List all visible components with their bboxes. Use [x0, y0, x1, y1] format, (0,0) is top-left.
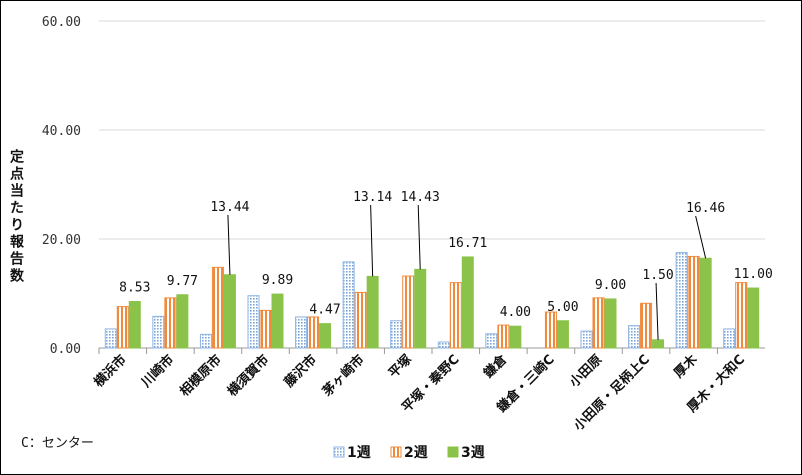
bar-2週: [592, 297, 605, 349]
data-label: 5.00: [547, 300, 578, 315]
bar-1週: [104, 328, 117, 349]
x-category-label: 平塚: [386, 352, 415, 381]
bar-2週: [735, 282, 748, 349]
label-leader-line: [227, 214, 231, 275]
label-leader-line: [655, 282, 659, 340]
bar-1週: [390, 320, 403, 349]
bar-1週: [342, 261, 355, 349]
bar-1週: [675, 252, 688, 349]
bar-3週: [747, 287, 760, 349]
x-category-label: 厚木: [671, 351, 701, 381]
data-label: 4.00: [500, 305, 531, 320]
label-leader-line: [695, 215, 707, 259]
bar-3週: [652, 339, 665, 349]
data-label: 4.47: [309, 303, 340, 318]
y-tick-label: 40.00: [42, 124, 81, 139]
bar-2週: [211, 266, 224, 349]
bar-2週: [640, 302, 653, 349]
legend-label: 3週: [461, 445, 485, 461]
bar-1週: [152, 315, 165, 349]
data-label: 14.43: [401, 190, 440, 205]
data-label: 8.53: [119, 281, 150, 296]
legend-label: 1週: [347, 445, 371, 461]
y-axis-title: 定点当たり報告数: [8, 148, 24, 285]
legend-label: 2週: [404, 445, 428, 461]
bar-3週: [128, 301, 141, 349]
bar-1週: [723, 328, 736, 349]
data-label: 13.44: [210, 200, 249, 215]
bar-2週: [354, 291, 367, 349]
data-label: 13.14: [353, 190, 392, 205]
x-category-label: 藤沢市: [281, 352, 320, 391]
x-category-label: 小田原: [567, 352, 605, 390]
x-category-label: 川崎市: [138, 352, 178, 392]
x-category-label: 横浜市: [91, 352, 130, 391]
bar-3週: [699, 257, 712, 349]
bar-1週: [485, 333, 498, 349]
bar-1週: [199, 333, 212, 349]
bar-2週: [544, 311, 557, 349]
bar-2週: [449, 282, 462, 349]
data-label: 16.46: [686, 201, 725, 216]
bar-2週: [307, 316, 320, 349]
bar-1週: [580, 330, 593, 349]
data-label: 11.00: [734, 267, 773, 282]
legend-swatch: [447, 446, 459, 458]
label-leader-line: [370, 204, 374, 277]
bar-1週: [437, 341, 450, 349]
bar-3週: [509, 325, 522, 349]
bar-2週: [116, 306, 129, 349]
center-note: C：センター: [21, 436, 94, 451]
bar-2週: [687, 255, 700, 349]
bar-3週: [223, 274, 236, 349]
x-category-label: 茅ヶ崎市: [319, 352, 367, 400]
bar-3週: [414, 268, 427, 349]
bar-3週: [604, 298, 617, 349]
bar-2週: [497, 324, 510, 349]
bar-3週: [461, 256, 474, 349]
x-category-label: 相模原市: [177, 352, 225, 400]
data-label: 9.77: [167, 274, 198, 289]
data-label: 9.89: [262, 273, 293, 288]
y-tick-label: 0.00: [50, 342, 81, 357]
bar-3週: [176, 294, 189, 349]
bar-2週: [402, 275, 415, 349]
bar-1週: [628, 325, 641, 349]
bar-3週: [271, 293, 284, 349]
label-leader-line: [417, 204, 421, 270]
legend-swatch: [390, 446, 402, 458]
x-category-label: 横須賀市: [224, 352, 272, 400]
bar-2週: [259, 309, 272, 349]
bar-1週: [247, 295, 260, 349]
data-label: 9.00: [595, 278, 626, 293]
bar-3週: [366, 275, 379, 349]
y-tick-label: 20.00: [42, 233, 81, 248]
bar-3週: [319, 323, 332, 349]
y-tick-label: 60.00: [42, 15, 81, 30]
bar-1週: [295, 316, 308, 349]
data-label: 16.71: [448, 236, 487, 251]
data-label: 1.50: [642, 268, 673, 283]
bar-2週: [164, 297, 177, 349]
legend-swatch: [333, 446, 345, 458]
x-category-label: 鎌倉: [480, 351, 511, 382]
bar-3週: [556, 320, 569, 349]
